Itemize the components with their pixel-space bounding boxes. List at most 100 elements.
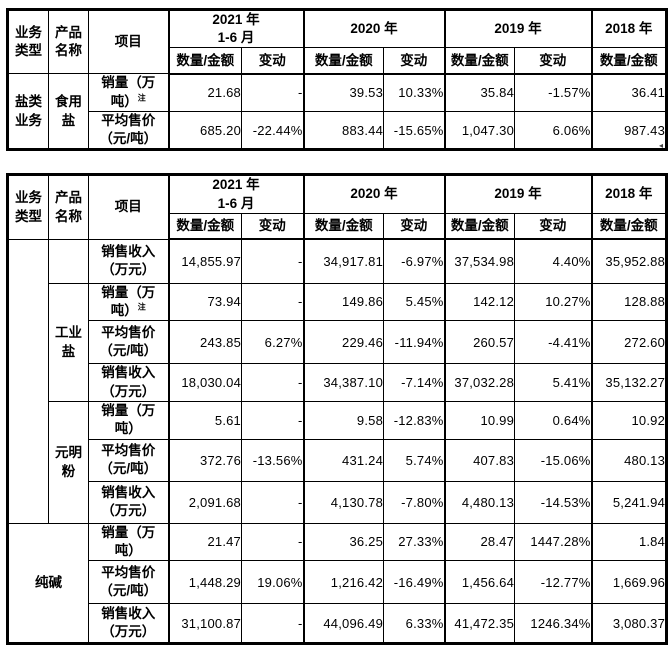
header-row-periods: 业务类型 产品名称 项目 2021 年 1-6 月 2020 年 2019 年 … xyxy=(7,174,668,240)
amount-cell: 35,952.88 xyxy=(590,238,668,284)
amount-cell: 142.12 xyxy=(443,282,516,322)
change-cell: -1.57% xyxy=(514,73,593,112)
table-row: 盐类业务 食用盐 销量（万 吨）注 21.68 - 39.53 10.33% 3… xyxy=(7,73,668,151)
table-row: 销售收入 （万元） 2,091.68 - 4,130.78 -7.80% 4,4… xyxy=(8,480,668,524)
change-cell: - xyxy=(240,603,305,645)
period-header-2021: 2021 年 1-6 月 xyxy=(167,8,305,49)
item-label: 销量（万 吨） xyxy=(101,403,156,437)
col-header-business-type: 业务类型 xyxy=(7,174,49,240)
business-type-cell xyxy=(7,238,49,524)
change-cell: - xyxy=(240,238,305,284)
subcol-header-amount-2018: 数量/金额 xyxy=(590,47,668,75)
change-cell: -14.53% xyxy=(514,480,593,524)
amount-cell: 372.76 xyxy=(167,438,242,482)
change-cell: -7.14% xyxy=(383,363,446,403)
amount-cell: 21.47 xyxy=(167,522,242,562)
item-label: 销量（万 吨） xyxy=(101,284,156,318)
period-header-2018: 2018 年 xyxy=(590,174,668,214)
item-label: 平均售价 （元/吨） xyxy=(99,112,158,147)
amount-cell: 4,130.78 xyxy=(302,480,385,524)
subcol-header-amount-2019: 数量/金额 xyxy=(443,212,516,241)
amount-cell: 1,216.42 xyxy=(302,560,385,605)
item-cell: 平均售价 （元/吨） xyxy=(88,438,169,482)
subcol-header-change-2019: 变动 xyxy=(514,47,593,75)
amount-cell: 480.13 xyxy=(590,438,668,482)
table-row: 元明粉 销量（万 吨） 5.61 - 9.58 -12.83% 10.99 0.… xyxy=(8,401,668,524)
amount-cell: 41,472.35 xyxy=(443,603,516,645)
change-cell: -7.80% xyxy=(383,480,446,524)
amount-cell: 260.57 xyxy=(443,320,516,365)
amount-cell: 10.92 xyxy=(590,401,668,440)
amount-cell: 44,096.49 xyxy=(302,603,385,645)
table-row: 销售收入 （万元） 18,030.04 - 34,387.10 -7.14% 3… xyxy=(8,363,668,403)
amount-cell: 407.83 xyxy=(443,438,516,482)
subcol-header-amount-2021: 数量/金额 xyxy=(167,47,242,75)
item-cell: 平均售价 （元/吨） xyxy=(88,110,169,151)
change-cell: 4.40% xyxy=(514,238,593,284)
industrial-products-table: 业务类型 产品名称 项目 2021 年 1-6 月 2020 年 2019 年 … xyxy=(6,173,669,645)
amount-cell: 243.85 xyxy=(167,320,242,365)
amount-cell: 9.58 xyxy=(302,401,385,440)
header-row-subcolumns: 数量/金额 变动 数量/金额 变动 数量/金额 变动 数量/金额 xyxy=(8,212,668,241)
product-name-cell: 纯碱 xyxy=(7,522,89,645)
item-label: 销售收入 （万元） xyxy=(101,365,156,399)
amount-cell: 1,669.96 xyxy=(590,560,668,605)
item-cell: 平均售价 （元/吨） xyxy=(88,560,169,605)
amount-cell: 10.99 xyxy=(443,401,516,440)
table-row: 平均售价 （元/吨） 243.85 6.27% 229.46 -11.94% 2… xyxy=(8,320,668,365)
change-cell: - xyxy=(240,73,305,112)
amount-cell: 35.84 xyxy=(443,73,516,112)
amount-cell: 36.25 xyxy=(302,522,385,562)
item-cell: 销量（万 吨）注 xyxy=(88,73,169,112)
change-cell: - xyxy=(240,522,305,562)
amount-cell: 3,080.37 xyxy=(590,603,668,645)
amount-cell: 229.46 xyxy=(302,320,385,365)
amount-cell: 431.24 xyxy=(302,438,385,482)
change-cell: -6.97% xyxy=(383,238,446,284)
product-name-cell: 工业盐 xyxy=(48,282,89,403)
amount-cell: 1,047.30 xyxy=(443,110,516,151)
period-header-2021: 2021 年 1-6 月 xyxy=(167,174,305,214)
item-label: 销售收入 （万元） xyxy=(101,244,156,278)
item-cell: 销售收入 （万元） xyxy=(88,363,169,403)
item-cell: 销售收入 （万元） xyxy=(88,480,169,524)
table-row: 纯碱 销量（万 吨） 21.47 - 36.25 27.33% 28.47 14… xyxy=(7,522,668,645)
amount-cell: 1,448.29 xyxy=(167,560,242,605)
col-header-item: 项目 xyxy=(88,174,169,240)
table-row: 平均售价 （元/吨） 685.20 -22.44% 883.44 -15.65%… xyxy=(8,110,668,151)
period-header-2018: 2018 年 xyxy=(590,8,668,49)
amount-cell: 36.41 xyxy=(590,73,668,112)
item-cell: 平均售价 （元/吨） xyxy=(88,320,169,365)
subcol-header-amount-2018: 数量/金额 xyxy=(590,212,668,241)
change-cell: -13.56% xyxy=(240,438,305,482)
subcol-header-change-2021: 变动 xyxy=(240,47,305,75)
item-label: 销售收入 （万元） xyxy=(101,484,156,519)
business-type-cell: 盐类业务 xyxy=(7,73,49,151)
change-cell: 10.33% xyxy=(383,73,446,112)
item-cell: 销量（万 吨）注 xyxy=(88,282,169,322)
amount-cell: 4,480.13 xyxy=(443,480,516,524)
product-name-cell: 食用盐 xyxy=(48,73,89,151)
subcol-header-amount-2020: 数量/金额 xyxy=(302,47,385,75)
subcol-header-change-2019: 变动 xyxy=(514,212,593,241)
change-cell: -16.49% xyxy=(383,560,446,605)
item-label: 平均售价 （元/吨） xyxy=(99,324,158,359)
change-cell: 6.33% xyxy=(383,603,446,645)
subcol-header-amount-2021: 数量/金额 xyxy=(167,212,242,241)
amount-cell: 73.94 xyxy=(167,282,242,322)
item-label: 销量（万 吨） xyxy=(101,524,156,558)
change-cell: 1447.28% xyxy=(514,522,593,562)
period-header-2020: 2020 年 xyxy=(302,174,446,214)
change-cell: 6.27% xyxy=(240,320,305,365)
change-cell: - xyxy=(240,363,305,403)
table-row: 平均售价 （元/吨） 372.76 -13.56% 431.24 5.74% 4… xyxy=(8,438,668,482)
change-cell: 10.27% xyxy=(514,282,593,322)
change-cell: - xyxy=(240,401,305,440)
item-label: 平均售价 （元/吨） xyxy=(99,564,158,599)
amount-cell: 5.61 xyxy=(167,401,242,440)
change-cell: -12.77% xyxy=(514,560,593,605)
amount-cell: 34,387.10 xyxy=(302,363,385,403)
change-cell: 5.74% xyxy=(383,438,446,482)
table-row: 平均售价 （元/吨） 1,448.29 19.06% 1,216.42 -16.… xyxy=(8,560,668,605)
